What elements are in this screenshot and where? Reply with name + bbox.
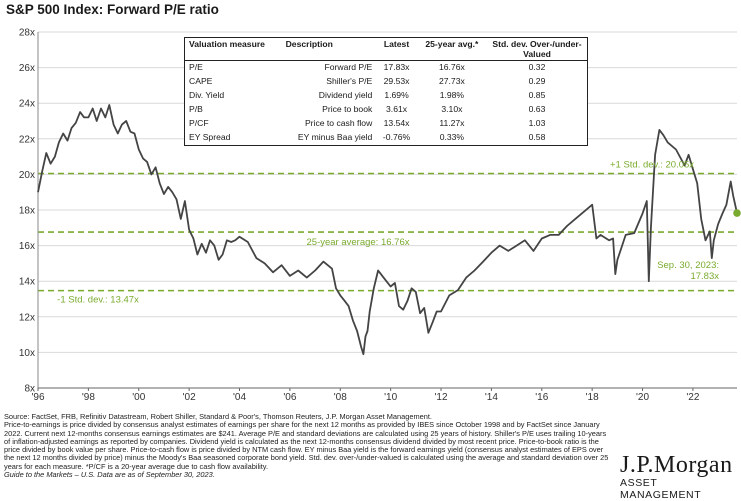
x-tick-label: '14 xyxy=(485,392,498,403)
table-cell: P/CF xyxy=(189,118,209,129)
reference-label: 25-year average: 16.76x xyxy=(307,237,410,248)
x-tick-label: '02 xyxy=(183,392,196,403)
table-cell: P/E xyxy=(189,62,203,73)
table-cell: EY minus Baa yield xyxy=(297,132,373,143)
table-cell: -0.76% xyxy=(382,132,411,143)
footnote: Source: FactSet, FRB, Refinitiv Datastre… xyxy=(4,412,614,480)
pe-series-line xyxy=(37,104,738,356)
table-cell: 17.83x xyxy=(383,62,410,73)
y-tick-label: 14x xyxy=(19,277,35,288)
table-row: CAPE Shiller's P/E 29.53x 27.73x 0.29 xyxy=(185,75,588,89)
x-tick-label: '12 xyxy=(435,392,448,403)
table-row: EY Spread EY minus Baa yield -0.76% 0.33% 0.… xyxy=(185,131,588,146)
table-cell: P/B xyxy=(189,104,203,115)
x-tick-label: '08 xyxy=(334,392,347,403)
table-cell: CAPE xyxy=(189,76,213,87)
brand-subtitle: ASSET MANAGEMENT xyxy=(620,477,702,501)
x-tick-label: '16 xyxy=(535,392,548,403)
table-cell: Div. Yield xyxy=(189,90,225,101)
y-tick-label: 26x xyxy=(19,63,35,74)
table-cell: Price to cash flow xyxy=(304,118,373,129)
column-header: Description xyxy=(285,39,333,49)
table-cell: 0.63 xyxy=(528,104,546,115)
reference-label: -1 Std. dev.: 13.47x xyxy=(57,295,139,306)
x-tick-label: '00 xyxy=(132,392,145,403)
y-tick-label: 8x xyxy=(24,384,35,395)
table-cell: 0.29 xyxy=(528,76,546,87)
x-tick-label: '18 xyxy=(586,392,599,403)
y-tick-label: 18x xyxy=(19,206,35,217)
latest-value-annotation: 17.83x xyxy=(690,271,719,282)
table-row: P/B Price to book 3.61x 3.10x 0.63 xyxy=(185,103,588,117)
table-row: Div. Yield Dividend yield 1.69% 1.98% 0.85 xyxy=(185,89,588,103)
table-cell: 16.76x xyxy=(438,62,465,73)
source-note: Source: FactSet, FRB, Refinitiv Datastre… xyxy=(4,412,432,421)
table-cell: 3.10x xyxy=(441,104,463,115)
table-cell: 13.54x xyxy=(383,118,410,129)
table-cell: 11.27x xyxy=(439,118,465,129)
table-cell: 29.53x xyxy=(383,76,410,87)
table-cell: 3.61x xyxy=(386,104,408,115)
y-tick-label: 28x xyxy=(19,28,35,39)
x-tick-label: '10 xyxy=(384,392,397,403)
table-cell: 1.69% xyxy=(384,90,409,101)
table-cell: 0.58 xyxy=(528,132,546,143)
x-tick-label: '04 xyxy=(233,392,246,403)
y-tick-label: 24x xyxy=(19,99,35,110)
guide-note: Guide to the Markets – U.S. Data are as … xyxy=(4,470,215,480)
column-header: Std. dev. Over-/under-Valued xyxy=(492,39,582,59)
table-header-row: Valuation measure Description Latest 25-… xyxy=(184,38,588,61)
table-cell: EY Spread xyxy=(189,132,231,143)
y-tick-label: 10x xyxy=(19,348,35,359)
column-header: Latest xyxy=(383,39,410,49)
table-cell: 0.85 xyxy=(528,90,546,101)
x-tick-label: '98 xyxy=(82,392,95,403)
column-header: 25-year avg.* xyxy=(425,39,479,49)
table-cell: 1.98% xyxy=(439,90,465,101)
brand-name: J.P.Morgan xyxy=(620,452,733,478)
table-cell: 27.73x xyxy=(438,76,465,87)
table-cell: 0.33% xyxy=(439,132,465,143)
table-cell: Forward P/E xyxy=(324,62,373,73)
x-tick-label: '22 xyxy=(686,392,699,403)
brand-logo: J.P.Morgan ASSET MANAGEMENT xyxy=(620,452,738,501)
x-tick-label: '20 xyxy=(636,392,649,403)
table-cell: 0.32 xyxy=(528,62,546,73)
valuation-table: Valuation measure Description Latest 25-… xyxy=(184,37,588,146)
table-cell: Dividend yield xyxy=(318,90,373,101)
y-tick-label: 12x xyxy=(19,312,35,323)
table-cell: 1.03 xyxy=(528,118,546,129)
y-tick-label: 16x xyxy=(19,241,35,252)
column-header: Valuation measure xyxy=(189,39,265,49)
table-cell: Shiller's P/E xyxy=(326,76,373,87)
table-row: P/E Forward P/E 17.83x 16.76x 0.32 xyxy=(185,61,588,76)
table-row: P/CF Price to cash flow 13.54x 11.27x 1.03 xyxy=(185,117,588,131)
latest-value-annotation: Sep. 30, 2023: xyxy=(657,260,719,271)
reference-label: +1 Std. dev.: 20.05x xyxy=(610,160,694,171)
x-tick-label: '96 xyxy=(31,392,44,403)
latest-point-marker xyxy=(733,209,741,217)
y-tick-label: 22x xyxy=(19,134,35,145)
x-tick-label: '06 xyxy=(283,392,296,403)
y-tick-label: 20x xyxy=(19,170,35,181)
methodology-note: Price-to-earnings is price divided by co… xyxy=(4,420,609,471)
table-cell: Price to book xyxy=(322,104,373,115)
chart-title: S&P 500 Index: Forward P/E ratio xyxy=(6,2,219,17)
